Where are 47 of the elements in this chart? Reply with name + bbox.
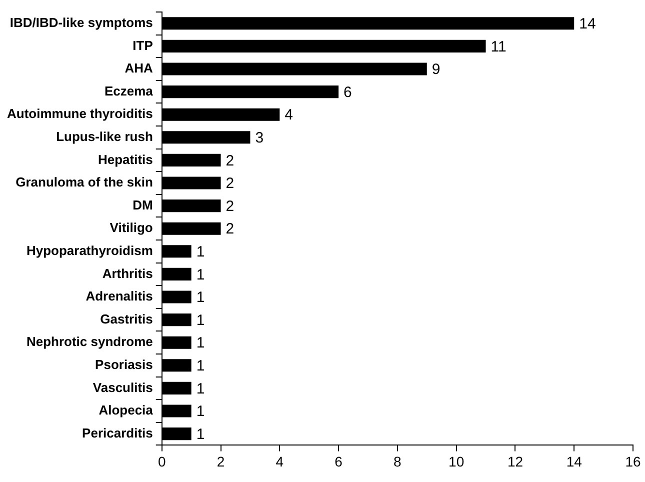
data-label: 1: [196, 266, 205, 284]
y-tick-label: DM: [132, 197, 153, 212]
data-label: 1: [196, 358, 205, 375]
y-tick-label: Nephrotic syndrome: [26, 334, 153, 350]
y-tick-label: Eczema: [104, 83, 154, 98]
y-tick-label: IBD/IBD-like symptoms: [10, 14, 153, 30]
x-tick-label: 4: [276, 453, 284, 470]
data-label: 1: [196, 426, 205, 443]
data-label: 1: [196, 334, 205, 352]
data-label: 1: [196, 289, 205, 306]
data-label: 1: [196, 244, 205, 261]
x-tick-label: 10: [448, 453, 464, 470]
x-tick-label: 14: [566, 453, 582, 470]
data-label: 6: [344, 84, 352, 101]
data-label: 14: [579, 16, 596, 33]
x-tick-label: 2: [216, 453, 225, 470]
y-tick-label: Alopecia: [98, 402, 154, 418]
y-tick-label: Pericarditis: [82, 425, 153, 440]
data-label: 2: [226, 198, 234, 215]
x-tick-label: 8: [394, 453, 402, 470]
x-tick-label: 16: [625, 453, 641, 470]
data-label: 3: [255, 130, 264, 147]
data-label: 1: [196, 403, 205, 420]
y-tick-label: AHA: [124, 60, 154, 76]
x-tick-label: 0: [158, 453, 166, 470]
y-tick-label: Arthritis: [102, 266, 153, 281]
x-tick-label: 12: [507, 453, 524, 470]
data-label: 2: [226, 152, 234, 170]
y-tick-label: Vasculitis: [92, 380, 153, 395]
y-tick-label: Vitiligo: [110, 220, 153, 236]
y-tick-label: Gastritis: [100, 311, 153, 326]
y-tick-label: Hepatitis: [98, 152, 153, 167]
y-tick-label: Lupus-like rush: [56, 128, 153, 144]
y-tick-label: Psoriasis: [95, 356, 153, 372]
data-label: 11: [490, 38, 506, 56]
y-tick-label: Granuloma of the skin: [16, 174, 153, 190]
y-tick-label: Hypoparathyroidism: [26, 242, 153, 258]
data-label: 1: [196, 380, 205, 398]
data-label: 2: [226, 220, 234, 238]
data-label: 9: [432, 61, 440, 78]
y-tick-label: Adrenalitis: [86, 288, 153, 304]
y-tick-label: ITP: [132, 38, 154, 53]
data-label: 1: [196, 312, 205, 329]
data-label: 4: [284, 106, 294, 124]
data-label: 2: [226, 175, 234, 192]
x-tick-label: 6: [334, 453, 343, 470]
y-tick-label: Autoimmune thyroiditis: [7, 106, 153, 122]
